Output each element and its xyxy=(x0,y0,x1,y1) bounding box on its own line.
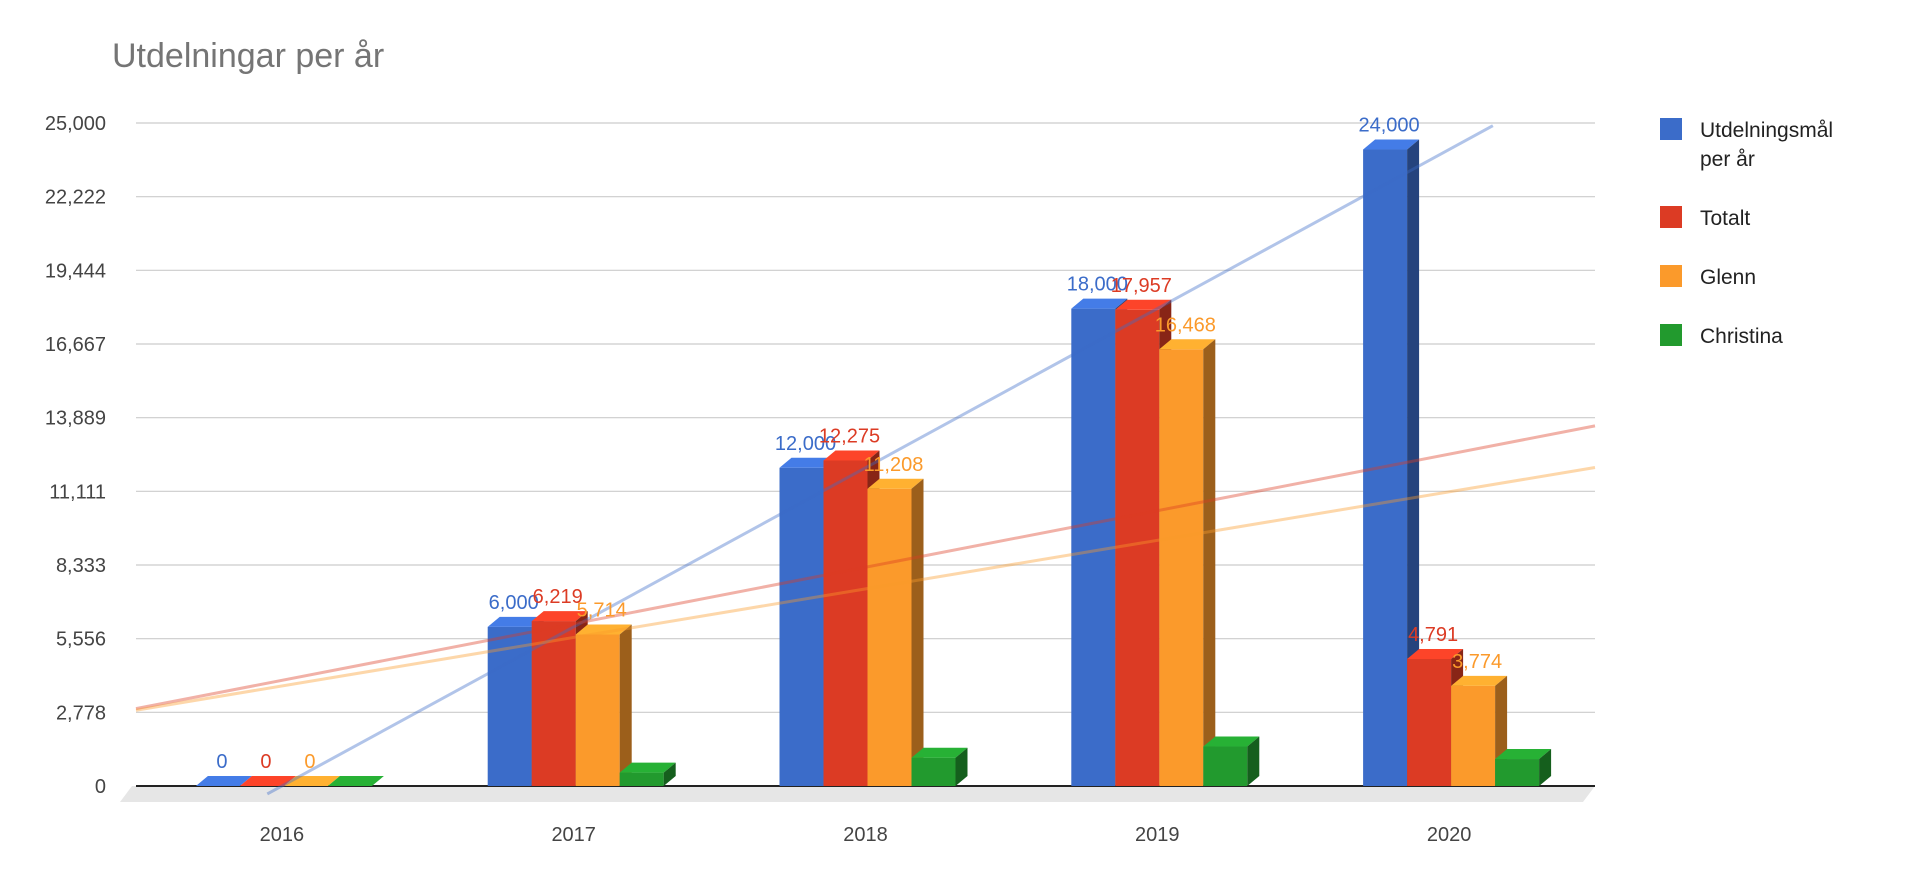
legend: Utdelningsmål per år Totalt Glenn Christina xyxy=(1660,118,1833,348)
data-label: 6,000 xyxy=(489,592,539,614)
legend-entry: Utdelningsmål per år xyxy=(1660,118,1833,171)
legend-swatch xyxy=(1660,265,1682,287)
y-tick-label: 11,111 xyxy=(49,481,106,503)
trendline xyxy=(135,466,1596,712)
legend-label: per år xyxy=(1700,148,1755,171)
legend-swatch xyxy=(1660,118,1682,140)
legend-label: Totalt xyxy=(1700,207,1750,230)
chart-floor xyxy=(120,786,1595,802)
trendline xyxy=(266,124,1494,796)
y-tick-label: 25,000 xyxy=(45,113,106,135)
data-label: 11,208 xyxy=(864,454,924,476)
legend-swatch xyxy=(1660,324,1682,346)
bars xyxy=(195,139,1552,786)
data-label: 6,219 xyxy=(533,586,583,608)
bar xyxy=(195,776,252,786)
bar xyxy=(575,624,632,786)
y-tick-label: 5,556 xyxy=(56,629,106,651)
data-label: 0 xyxy=(216,751,227,773)
trendlines xyxy=(135,124,1596,796)
data-label: 24,000 xyxy=(1359,115,1420,137)
legend-label: Christina xyxy=(1700,325,1783,348)
data-label: 16,468 xyxy=(1155,314,1216,336)
legend-label: Utdelningsmål xyxy=(1700,119,1833,142)
bar xyxy=(619,762,676,786)
bar xyxy=(1203,736,1260,786)
data-label: 12,275 xyxy=(819,425,880,447)
legend-entry: Glenn xyxy=(1660,265,1756,289)
bar xyxy=(1495,749,1552,786)
legend-label: Glenn xyxy=(1700,266,1756,289)
y-tick-label: 22,222 xyxy=(45,187,106,209)
legend-entry: Totalt xyxy=(1660,206,1750,230)
data-label: 0 xyxy=(260,751,271,773)
data-label: 12,000 xyxy=(775,433,836,455)
y-tick-label: 16,667 xyxy=(45,334,106,356)
y-tick-label: 2,778 xyxy=(56,702,106,724)
y-tick-label: 19,444 xyxy=(45,260,106,282)
bar xyxy=(867,478,924,786)
bar xyxy=(283,776,340,786)
y-tick-label: 13,889 xyxy=(45,408,106,430)
y-axis-ticks: 0 2,778 5,556 8,333 11,111 13,889 16,667 19,444… xyxy=(45,113,106,798)
data-label: 3,774 xyxy=(1452,651,1502,673)
x-tick-label: 2018 xyxy=(843,824,888,846)
chart-title: Utdelningar per år xyxy=(112,37,384,75)
x-tick-label: 2020 xyxy=(1427,824,1472,846)
bar xyxy=(911,747,968,786)
y-tick-label: 0 xyxy=(95,776,106,798)
legend-swatch xyxy=(1660,206,1682,228)
y-tick-label: 8,333 xyxy=(56,555,106,577)
x-tick-label: 2016 xyxy=(260,824,305,846)
data-label: 18,000 xyxy=(1067,274,1128,296)
x-axis-ticks: 2016 2017 2018 2019 2020 xyxy=(260,824,1472,846)
data-label: 5,714 xyxy=(577,599,627,621)
legend-entry: Christina xyxy=(1660,324,1783,348)
trendline xyxy=(135,424,1596,711)
x-tick-label: 2017 xyxy=(551,824,596,846)
data-label: 4,791 xyxy=(1408,624,1458,646)
data-label: 0 xyxy=(304,751,315,773)
bar xyxy=(1159,339,1216,786)
data-label: 17,957 xyxy=(1111,275,1172,297)
bar xyxy=(327,776,384,786)
bar xyxy=(1363,139,1420,786)
bar xyxy=(239,776,296,786)
x-tick-label: 2019 xyxy=(1135,824,1180,846)
chart-floor-plane xyxy=(120,786,1595,802)
